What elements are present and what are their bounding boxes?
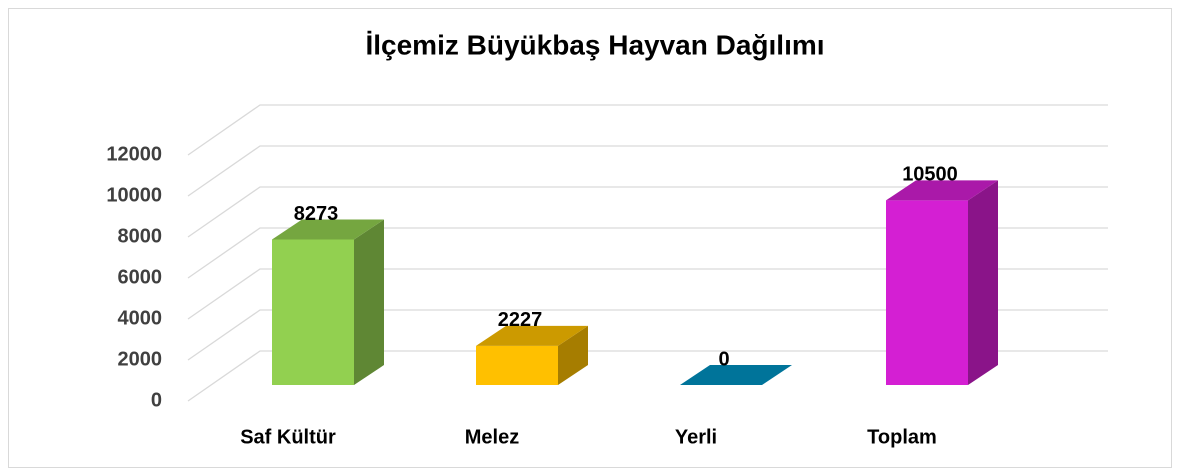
bar — [886, 180, 998, 385]
value-label: 2227 — [498, 309, 543, 331]
grid-line — [187, 104, 1108, 156]
bar-top — [886, 180, 998, 201]
y-tick-label: 10000 — [106, 184, 162, 206]
grid-line — [187, 268, 1108, 320]
grid-line — [187, 145, 1108, 197]
value-label: 8273 — [294, 203, 339, 225]
bar-front — [886, 200, 968, 385]
y-tick-label: 0 — [151, 389, 162, 411]
grid-line — [187, 350, 1108, 402]
y-tick-label: 12000 — [106, 143, 162, 165]
x-tick-label: Saf Kültür — [240, 426, 336, 448]
y-tick-label: 2000 — [118, 348, 163, 370]
grid-line — [187, 186, 1108, 238]
value-label: 0 — [718, 348, 729, 370]
x-tick-label: Toplam — [867, 426, 937, 448]
bar-front — [272, 239, 354, 385]
bar-top — [680, 365, 792, 385]
bar-top — [272, 219, 384, 240]
bar-front — [476, 345, 558, 385]
bar-side — [354, 219, 384, 385]
grid-line — [187, 227, 1108, 279]
bar — [476, 325, 588, 385]
y-tick-label: 4000 — [118, 307, 163, 329]
bar-side — [558, 325, 588, 385]
y-tick-label: 8000 — [118, 225, 163, 247]
y-tick-label: 6000 — [118, 266, 163, 288]
bar-side — [968, 180, 998, 385]
value-label: 10500 — [902, 164, 958, 186]
x-tick-label: Yerli — [675, 426, 717, 448]
bar — [272, 219, 384, 385]
chart-title: İlçemiz Büyükbaş Hayvan Dağılımı — [365, 29, 824, 60]
bar-top — [476, 325, 588, 346]
x-tick-label: Melez — [465, 426, 519, 448]
grid-line — [187, 309, 1108, 361]
bar — [680, 365, 792, 385]
